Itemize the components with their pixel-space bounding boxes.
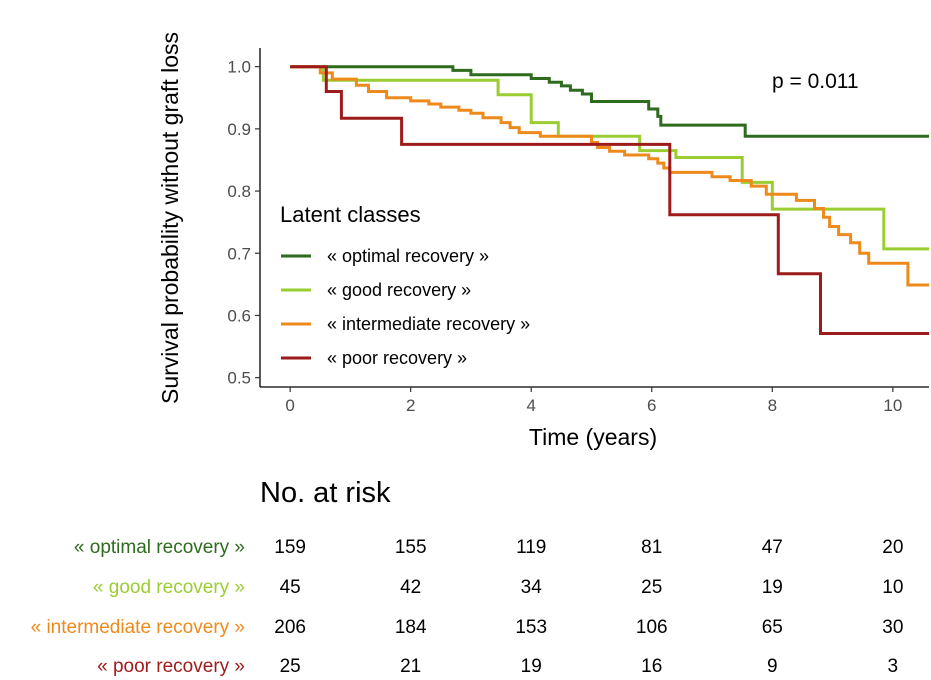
legend-label: « optimal recovery » (327, 246, 489, 266)
risk-count: 45 (280, 577, 301, 598)
series-line-4 (290, 65, 929, 335)
x-tick-label: 4 (526, 396, 535, 415)
risk-row-label: « good recovery » (93, 577, 245, 598)
risk-count: 30 (882, 617, 903, 638)
x-axis-title: Time (years) (529, 424, 657, 450)
risk-count: 25 (280, 656, 301, 677)
risk-count: 9 (767, 656, 778, 677)
y-tick-label: 1.0 (227, 58, 251, 77)
risk-count: 155 (395, 537, 427, 558)
y-tick-label: 0.6 (227, 306, 251, 325)
x-tick-label: 2 (406, 396, 415, 415)
y-tick-label: 0.8 (227, 182, 251, 201)
risk-count: 10 (882, 577, 903, 598)
risk-count: 42 (400, 577, 421, 598)
risk-table: « optimal recovery » 159 155 119 81 47 20 « goo… (31, 537, 904, 677)
risk-count: 206 (274, 617, 306, 638)
legend: Latent classes « optimal recovery » « good… (280, 202, 530, 368)
legend-label: « poor recovery » (327, 348, 467, 368)
y-axis-title: Survival probability without graft loss (157, 32, 183, 404)
risk-count: 106 (636, 617, 668, 638)
p-value-annotation: p = 0.011 (772, 70, 859, 93)
risk-count: 19 (762, 577, 783, 598)
x-tick-label: 6 (647, 396, 656, 415)
risk-count: 81 (641, 537, 662, 558)
risk-row-label: « intermediate recovery » (31, 617, 245, 638)
risk-row-label: « optimal recovery » (74, 537, 245, 558)
legend-title: Latent classes (280, 202, 421, 227)
y-tick-label: 0.9 (227, 120, 251, 139)
y-tick-label: 0.7 (227, 244, 251, 263)
legend-label: « intermediate recovery » (327, 314, 530, 334)
series-line-3 (290, 65, 929, 287)
x-tick-label: 10 (883, 396, 902, 415)
risk-count: 21 (400, 656, 421, 677)
risk-count: 25 (641, 577, 662, 598)
risk-count: 159 (274, 537, 306, 558)
survival-curves (290, 65, 929, 335)
y-tick-label: 0.5 (227, 369, 251, 388)
risk-count: 3 (888, 656, 899, 677)
risk-count: 119 (516, 537, 546, 558)
risk-count: 20 (882, 537, 903, 558)
risk-row-label: « poor recovery » (97, 656, 245, 677)
x-tick-label: 8 (768, 396, 777, 415)
risk-count: 184 (395, 617, 427, 638)
x-tick-label: 0 (285, 396, 294, 415)
legend-label: « good recovery » (327, 280, 471, 300)
risk-count: 47 (762, 537, 783, 558)
series-line-1 (290, 65, 929, 138)
series-line-2 (290, 65, 929, 251)
risk-count: 34 (521, 577, 543, 598)
axes: 0.5 0.6 0.7 0.8 0.9 1.0 0 2 4 6 8 10 (227, 48, 929, 415)
risk-count: 19 (521, 656, 542, 677)
risk-count: 65 (762, 617, 783, 638)
risk-count: 16 (641, 656, 662, 677)
risk-table-title: No. at risk (260, 477, 391, 509)
risk-count: 153 (515, 617, 547, 638)
